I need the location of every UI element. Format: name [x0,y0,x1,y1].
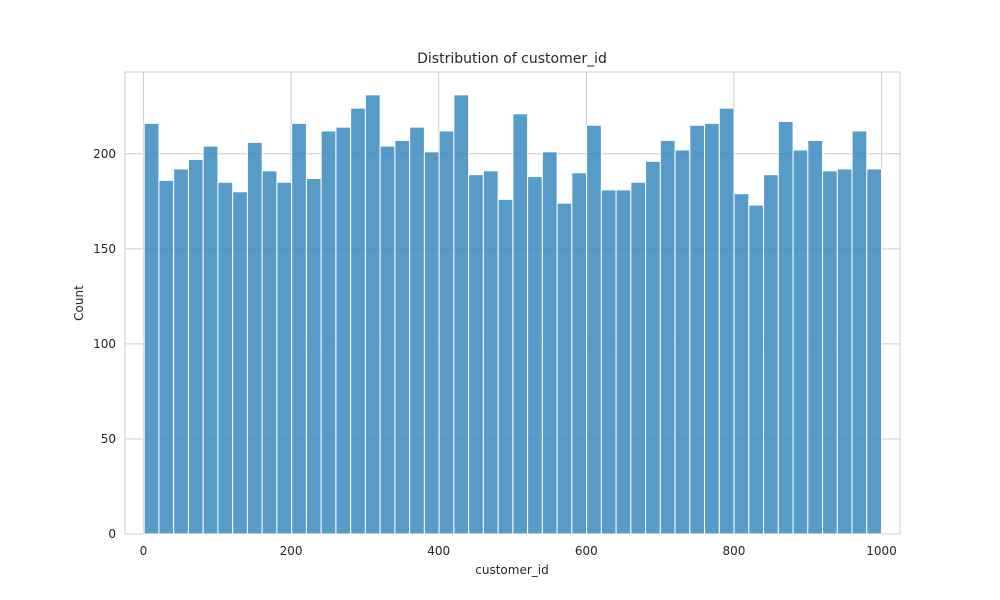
histogram-bar [527,176,543,535]
histogram-bar [143,122,160,535]
x-axis-label: customer_id [475,563,548,577]
histogram-bar [482,170,499,535]
histogram-bar [600,189,617,535]
histogram-bar [350,107,366,535]
histogram-bar [777,120,794,535]
histogram-bar [409,126,425,535]
histogram-bar [748,204,765,535]
histogram-bar [276,181,293,535]
y-axis-ticks: 0 50 100 150 200 [93,147,116,541]
x-tick-label: 600 [575,544,598,558]
y-tick-label: 0 [108,527,116,541]
y-tick-label: 200 [93,147,116,161]
histogram-bar [659,139,676,535]
histogram-bar [364,94,381,535]
histogram-bar [158,179,175,535]
histogram-bar [202,145,219,535]
histogram-bar [512,113,529,535]
histogram-bar [379,145,396,535]
histogram-bar [851,130,868,535]
chart-title: Distribution of customer_id [417,51,607,67]
histogram-bar [822,170,838,535]
histogram-bar [217,181,234,535]
histogram-bar [630,181,647,535]
x-tick-label: 1000 [866,544,897,558]
histogram-bar [335,126,352,535]
histogram-bar [733,193,750,535]
histogram-bar [674,149,691,535]
histogram-bar [291,122,307,535]
histogram-bar [497,198,514,535]
histogram-bar [173,168,189,535]
histogram-bar [718,107,735,535]
histogram-bar [645,160,661,535]
histogram-bar [586,124,602,535]
histogram-bar [394,139,411,535]
histogram-bar [615,189,632,535]
y-tick-label: 50 [101,432,116,446]
histogram-bar [836,168,853,535]
y-tick-label: 100 [93,337,116,351]
histogram-bar [541,151,558,535]
x-tick-label: 0 [140,544,148,558]
x-axis-ticks: 0 200 400 600 800 1000 [140,544,897,558]
x-tick-label: 800 [722,544,745,558]
histogram-bar [689,124,706,535]
histogram-bar [704,122,720,535]
histogram-bar [246,141,263,535]
histogram-bar [468,174,484,535]
y-axis-label: Count [72,285,86,321]
y-tick-label: 150 [93,242,116,256]
histogram-bar [423,151,440,535]
histogram-bar [763,174,779,535]
histogram-bar [792,149,809,535]
histogram-bar [556,202,573,535]
x-tick-label: 400 [427,544,450,558]
histogram-bar [305,177,322,535]
histogram-bar [320,130,337,535]
histogram-bar [571,172,588,535]
x-tick-label: 200 [280,544,303,558]
histogram-bar [438,130,455,535]
histogram-bar [453,94,470,535]
histogram-bar [232,191,248,535]
histogram-bar [866,168,883,535]
bars [143,94,883,535]
histogram-bar [807,139,824,535]
histogram-bar [187,158,204,535]
histogram-bar [261,170,278,535]
